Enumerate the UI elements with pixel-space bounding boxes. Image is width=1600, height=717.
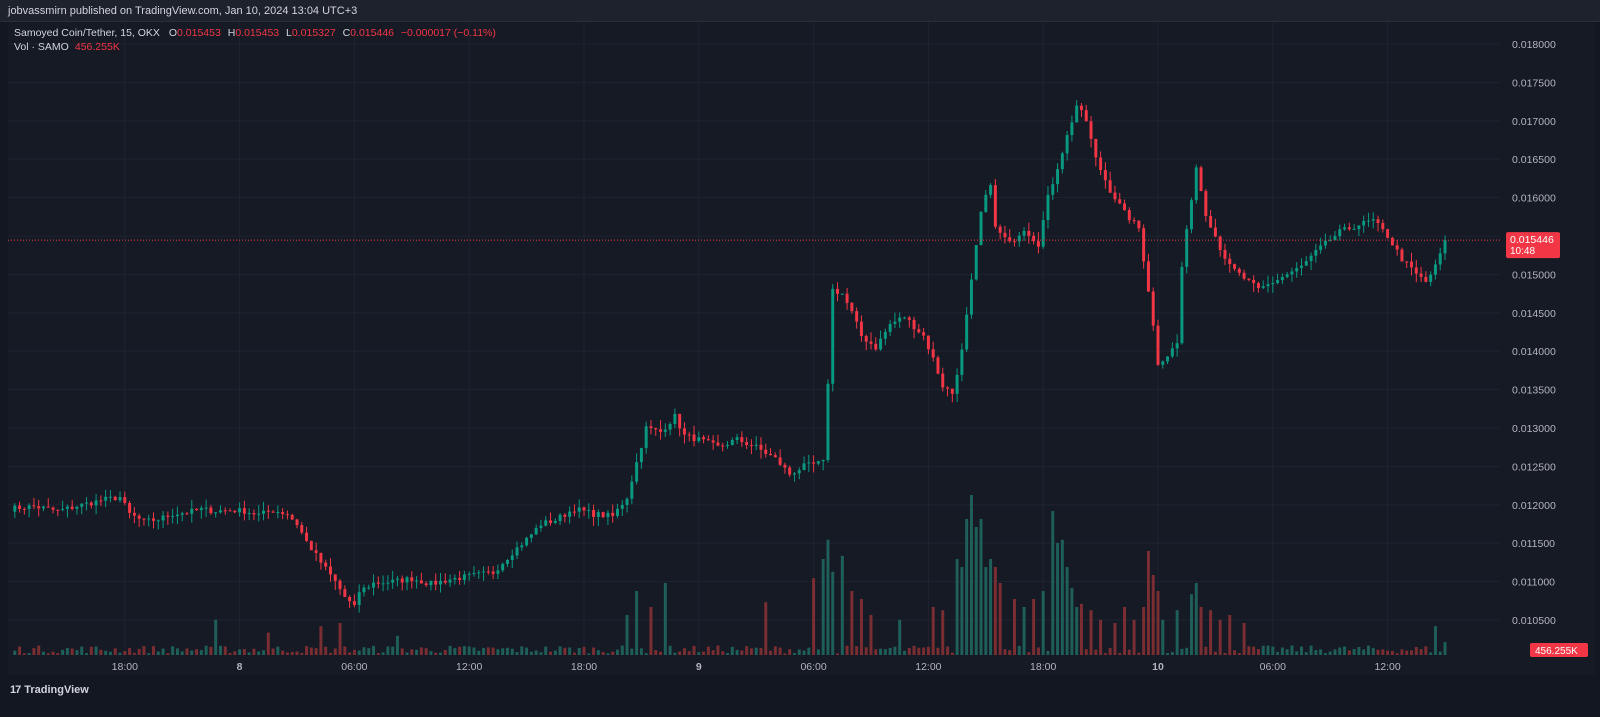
high-value: 0.015453 (235, 27, 280, 39)
volume-row: Vol · SAMO 456.255K (14, 40, 500, 54)
footer (0, 677, 1600, 717)
tradingview-logo[interactable]: 17 TradingView (10, 684, 89, 696)
symbol-label[interactable]: Samoyed Coin/Tether, 15, OKX (14, 27, 160, 39)
volume-value: 456.255K (74, 41, 120, 53)
high-label: H (227, 27, 236, 39)
published-header: jobvassmirn published on TradingView.com… (0, 0, 1600, 22)
chart-legend: Samoyed Coin/Tether, 15, OKX O0.015453 H… (14, 26, 500, 54)
low-label: L (286, 27, 292, 39)
tradingview-brand: TradingView (24, 684, 89, 696)
open-label: O (168, 27, 178, 39)
change-value: −0.000017 (−0.11%) (400, 27, 496, 39)
ohlc-row: Samoyed Coin/Tether, 15, OKX O0.015453 H… (14, 26, 500, 40)
open-value: 0.015453 (177, 27, 221, 39)
published-line: jobvassmirn published on TradingView.com… (8, 5, 358, 17)
volume-label[interactable]: Vol · SAMO (14, 41, 69, 53)
close-value: 0.015446 (350, 27, 394, 39)
tradingview-logo-icon: 17 (10, 684, 21, 696)
low-value: 0.015327 (291, 27, 336, 39)
chart-frame[interactable] (8, 22, 1595, 675)
close-label: C (342, 27, 351, 39)
